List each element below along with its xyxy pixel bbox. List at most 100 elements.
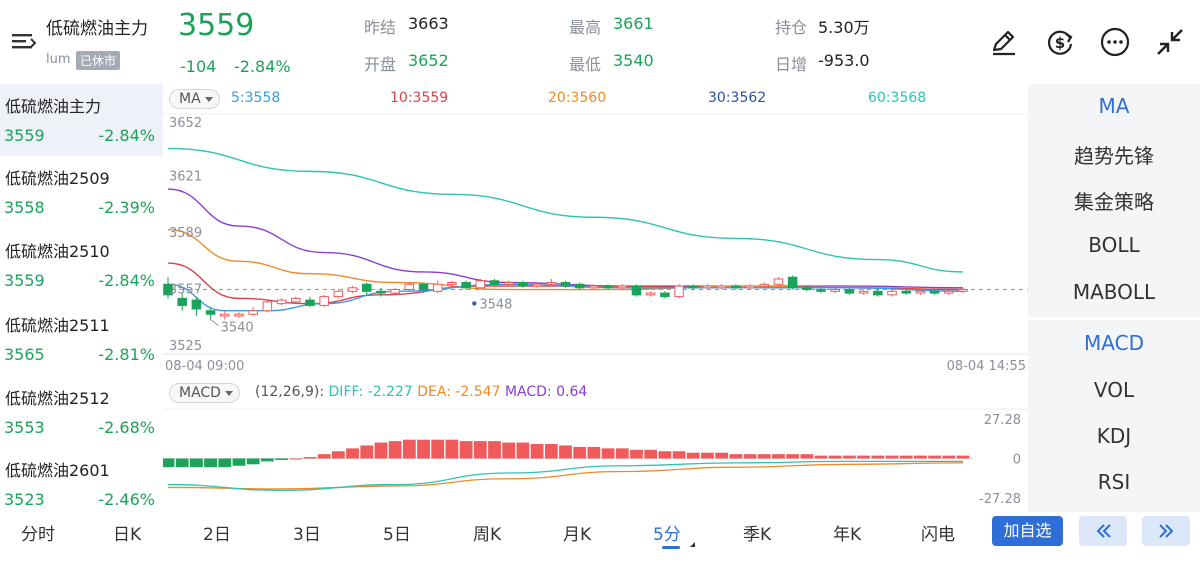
indicator-ma[interactable]: MA: [1098, 94, 1130, 118]
tab-yearly-k[interactable]: 年K: [833, 525, 862, 545]
macd-bar: [672, 451, 686, 459]
tab-5min[interactable]: 5分: [653, 525, 681, 545]
candle: [319, 294, 329, 308]
candle: [163, 277, 173, 299]
contract-change-pct: -2.39%: [98, 198, 155, 217]
macd-bar: [275, 458, 288, 460]
candle: [958, 287, 968, 294]
macd-legend: (12,26,9): DIFF: -2.227 DEA: -2.547 MACD…: [255, 384, 587, 400]
contract-item[interactable]: 低硫燃油2511 3565 -2.81%: [0, 303, 163, 375]
tab-daily-k[interactable]: 日K: [113, 525, 142, 545]
y-tick-label: 3621: [169, 170, 202, 185]
indicator-fund-strategy[interactable]: 集金策略: [1074, 190, 1154, 214]
macd-bar: [218, 458, 232, 468]
tab-quarterly-k[interactable]: 季K: [743, 525, 772, 545]
high-marker-label: 3548: [479, 297, 512, 312]
candle: [347, 286, 358, 294]
macd-bar: [232, 458, 246, 466]
chart-area[interactable]: MA 5:3558 10:3559 20:3560 30:3562 60:356…: [163, 84, 1028, 512]
candle: [929, 289, 940, 295]
candle: [887, 289, 897, 297]
indicator-boll[interactable]: BOLL: [1088, 233, 1140, 257]
macd-macd: MACD: 0.64: [504, 384, 588, 400]
chart-canvas[interactable]: 3652 3621 3589 3557 3525 08-04 09:00 08-04 14:…: [163, 84, 1028, 512]
macd-bar: [772, 454, 785, 459]
tab-flash[interactable]: 闪电: [921, 525, 955, 545]
candle: [291, 296, 301, 304]
macd-bar: [615, 448, 629, 459]
end-time-label: 08-04 14:55: [947, 359, 1026, 374]
macd-bar: [163, 458, 175, 468]
candle: [220, 310, 230, 320]
candle: [390, 287, 400, 295]
tab-dropdown-icon[interactable]: [690, 542, 695, 547]
contract-item[interactable]: 低硫燃油2509 3558 -2.39%: [0, 156, 163, 228]
candle: [731, 284, 741, 290]
candle: [177, 293, 187, 311]
candle: [688, 284, 699, 290]
contract-item[interactable]: 低硫燃油2512 3553 -2.68%: [0, 376, 163, 448]
contract-item[interactable]: 低硫燃油2510 3559 -2.84%: [0, 229, 163, 301]
low-value: 3540: [613, 51, 654, 70]
contract-name: 低硫燃油2601: [5, 461, 110, 480]
low-marker-line: [210, 319, 219, 326]
macd-dea-value: -2.547: [455, 384, 501, 400]
candle: [418, 282, 429, 294]
list-menu-icon[interactable]: [12, 30, 38, 52]
tab-2day[interactable]: 2日: [203, 525, 231, 545]
indicator-trend-pioneer[interactable]: 趋势先锋: [1074, 144, 1154, 168]
macd-macd-value: 0.64: [556, 384, 588, 400]
macd-bar: [814, 455, 828, 459]
candle: [404, 282, 415, 292]
ma20-value: 20:3560: [548, 90, 607, 106]
tab-weekly-k[interactable]: 周K: [473, 525, 502, 545]
prev-settle-label: 昨结: [364, 18, 397, 37]
dollar-refresh-icon[interactable]: $: [1044, 26, 1076, 58]
candle: [234, 312, 244, 318]
macd-bar: [644, 449, 658, 459]
tab-3day[interactable]: 3日: [293, 525, 321, 545]
contract-item[interactable]: 低硫燃油主力 3559 -2.84%: [0, 84, 163, 156]
candle: [773, 277, 784, 287]
macd-y-tick-label: 27.28: [984, 413, 1021, 428]
ma60-line: [167, 147, 964, 273]
next-button[interactable]: [1142, 516, 1190, 546]
candle: [518, 280, 528, 288]
macd-params: (12,26,9):: [255, 384, 325, 400]
macd-bar: [431, 439, 445, 459]
candle: [617, 284, 628, 290]
indicator-kdj[interactable]: KDJ: [1096, 424, 1132, 448]
tab-5day[interactable]: 5日: [383, 525, 411, 545]
more-icon[interactable]: [1099, 26, 1131, 58]
candle: [461, 280, 471, 290]
candle: [901, 289, 911, 295]
indicator-vol[interactable]: VOL: [1093, 378, 1135, 402]
macd-bar: [573, 446, 587, 459]
low-label: 最低: [569, 55, 602, 74]
main-indicator-label: MA: [179, 91, 201, 107]
contract-item[interactable]: 低硫燃油2601 3523 -2.46%: [0, 448, 163, 520]
sub-indicator-select[interactable]: MACD: [169, 383, 240, 403]
prev-button[interactable]: [1079, 516, 1127, 546]
main-indicator-select[interactable]: MA: [169, 89, 220, 109]
tab-intraday[interactable]: 分时: [21, 525, 55, 545]
macd-y-tick-label: 0: [1013, 453, 1021, 468]
macd-bar: [246, 458, 260, 465]
indicator-macd[interactable]: MACD: [1084, 331, 1144, 355]
candle: [759, 282, 770, 288]
macd-bar: [885, 455, 899, 459]
contract-price: 3565: [4, 345, 45, 364]
candle: [873, 289, 883, 297]
tab-monthly-k[interactable]: 月K: [563, 525, 592, 545]
macd-bar: [757, 454, 771, 459]
sub-indicator-label: MACD: [179, 385, 221, 401]
indicator-rsi[interactable]: RSI: [1097, 470, 1131, 494]
open-value: 3652: [408, 51, 449, 70]
edit-pen-icon[interactable]: [988, 26, 1020, 58]
indicator-maboll[interactable]: MABOLL: [1072, 280, 1156, 304]
add-watchlist-button[interactable]: 加自选: [992, 516, 1063, 546]
macd-bar: [402, 439, 416, 459]
y-tick-label: 3557: [169, 283, 202, 298]
macd-dea-line: [167, 462, 964, 490]
collapse-icon[interactable]: [1154, 26, 1186, 58]
